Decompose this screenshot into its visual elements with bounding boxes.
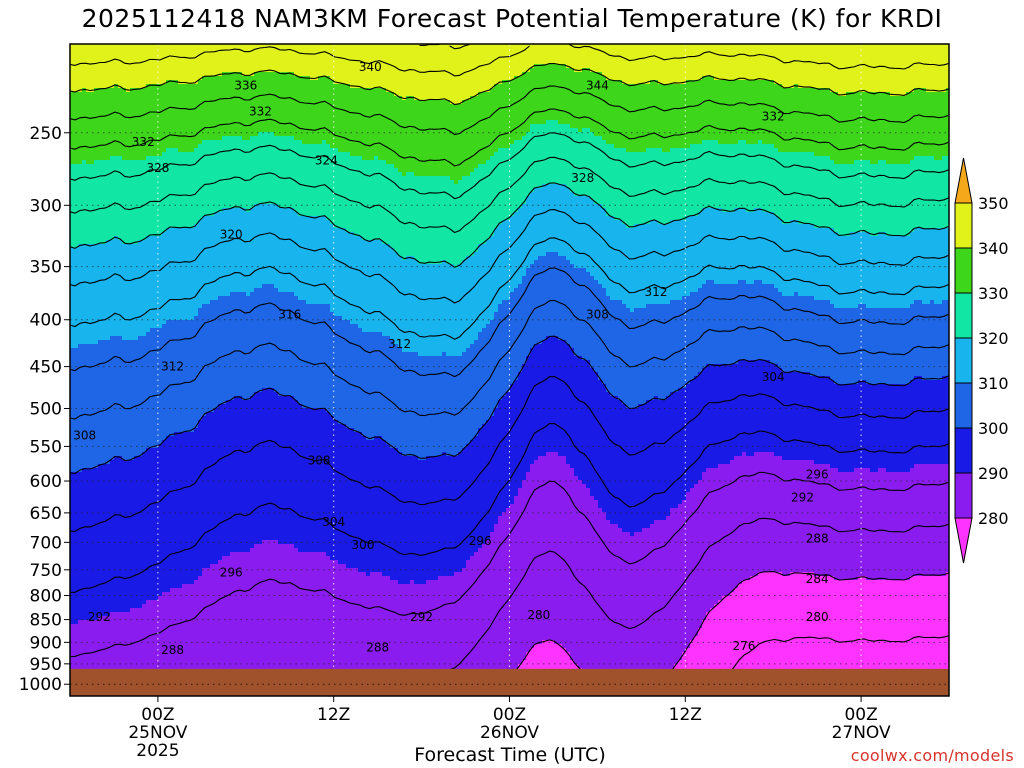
colorbar-label: 310 (978, 374, 1009, 393)
contour-label: 312 (388, 337, 411, 351)
x-tick-label: 00Z (493, 705, 526, 725)
y-tick-label: 500 (30, 400, 62, 420)
contour-label: 332 (132, 135, 155, 149)
contour-label: 328 (571, 171, 594, 185)
colorbar-top-arrow (955, 158, 972, 203)
y-tick-label: 350 (30, 258, 62, 278)
contour-label: 332 (762, 110, 785, 124)
colorbar-label: 340 (978, 239, 1009, 258)
ground-fill (70, 669, 949, 696)
x-tick-label: 00Z (141, 705, 174, 725)
colorbar-label: 320 (978, 329, 1009, 348)
x-tick-sublabel: 26NOV (480, 723, 539, 743)
y-tick-label: 550 (30, 437, 62, 457)
contour-label: 296 (806, 467, 829, 481)
contour-label: 328 (146, 161, 169, 175)
x-axis-label: Forecast Time (UTC) (300, 744, 720, 766)
colorbar: 280 290 300 310 320 330 340 350 (955, 158, 1009, 563)
contour-label: 332 (249, 105, 272, 119)
y-tick-label: 750 (30, 561, 62, 581)
x-tick-label: 12Z (317, 705, 350, 725)
colorbar-label: 300 (978, 419, 1009, 438)
ground (70, 669, 949, 696)
colorbar-segment (955, 428, 972, 473)
contour-label: 304 (762, 370, 785, 384)
contour-label: 336 (234, 79, 257, 93)
y-tick-label: 850 (30, 611, 62, 631)
contour-label: 276 (732, 639, 755, 653)
x-tick-label: 12Z (669, 705, 702, 725)
y-tick-label: 800 (30, 586, 62, 606)
y-tick-label: 650 (30, 504, 62, 524)
contour-label: 280 (527, 608, 550, 622)
contour-label: 308 (73, 428, 96, 442)
colorbar-segment (955, 338, 972, 383)
x-tick-label: 00Z (844, 705, 877, 725)
y-tick-label: 1000 (19, 675, 62, 695)
y-tick-label: 700 (30, 533, 62, 553)
y-tick-label: 250 (30, 124, 62, 144)
y-tick-label: 950 (30, 655, 62, 675)
contour-label: 312 (161, 360, 184, 374)
y-tick-label: 450 (30, 358, 62, 378)
y-tick-label: 400 (30, 311, 62, 331)
colorbar-segment (955, 248, 972, 293)
contour-label: 308 (308, 454, 331, 468)
colorbar-label: 350 (978, 194, 1009, 213)
y-tick-label: 600 (30, 472, 62, 492)
colorbar-segment (955, 383, 972, 428)
contour-label: 304 (322, 515, 345, 529)
colorbar-label: 280 (978, 509, 1009, 528)
credit-text: coolwx.com/models (851, 746, 1014, 765)
colorbar-label: 290 (978, 464, 1009, 483)
y-axis: 2503003504004505005506006507007508008509… (19, 124, 70, 695)
contour-label: 292 (410, 610, 433, 624)
contour-label: 344 (586, 79, 609, 93)
contour-label: 316 (278, 308, 301, 322)
colorbar-label: 330 (978, 284, 1009, 303)
contour-label: 280 (806, 610, 829, 624)
colorbar-segment (955, 203, 972, 248)
y-tick-label: 300 (30, 196, 62, 216)
contour-label: 292 (791, 490, 814, 504)
colorbar-bottom-arrow (955, 518, 972, 563)
x-tick-sublabel: 27NOV (832, 723, 891, 743)
x-tick-sublabel: 25NOV (128, 723, 187, 743)
contour-label: 300 (352, 538, 375, 552)
contour-label: 296 (469, 534, 492, 548)
contour-label: 308 (586, 308, 609, 322)
contour-label: 320 (220, 228, 243, 242)
contour-label: 288 (806, 531, 829, 545)
contour-label: 296 (220, 565, 243, 579)
contour-label: 340 (359, 60, 382, 74)
colorbar-segment (955, 473, 972, 518)
contour-label: 288 (366, 641, 389, 655)
contour-label: 288 (161, 643, 184, 657)
temperature-bands (70, 44, 951, 697)
y-tick-label: 900 (30, 633, 62, 653)
colorbar-segment (955, 293, 972, 338)
contour-label: 292 (88, 610, 111, 624)
contour-label: 284 (806, 572, 829, 586)
contour-label: 312 (645, 285, 668, 299)
x-tick-sublabel: 2025 (136, 741, 179, 761)
contour-label: 324 (315, 153, 338, 167)
